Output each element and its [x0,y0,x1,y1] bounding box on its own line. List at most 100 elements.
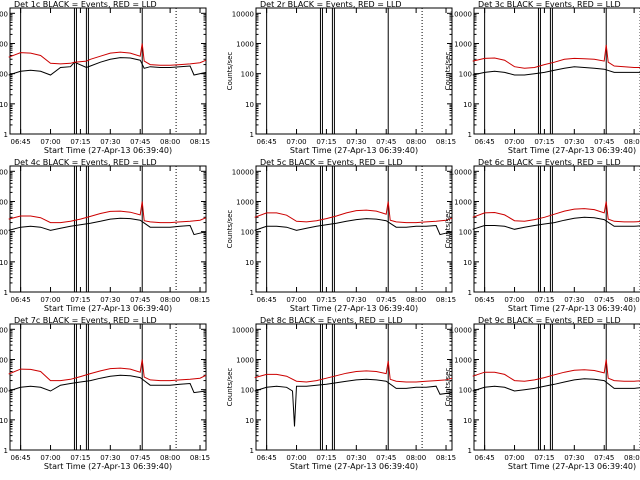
panel-title: Det 9c BLACK = Events, RED = LLD [478,316,621,325]
y-tick-label: 100 [0,71,8,79]
y-tick-label: 1 [250,131,254,139]
panel-title: Det 4c BLACK = Events, RED = LLD [14,158,157,167]
x-tick-label: 07:00 [504,296,524,304]
y-tick-label: 10000 [450,326,472,334]
x-tick-label: 08:15 [436,138,456,146]
y-tick-label: 1000 [236,356,254,364]
y-tick-label: 100 [241,387,254,395]
x-tick-label: 07:15 [70,454,90,462]
y-tick-label: 1 [468,289,472,297]
x-tick-label: 07:15 [316,296,336,304]
y-axis-label: Counts/sec [444,52,452,91]
x-tick-label: 07:00 [286,454,306,462]
plot-frame [9,7,207,135]
series-line-lld [472,359,640,382]
x-tick-label: 08:00 [624,454,640,462]
y-tick-label: 10000 [232,10,254,18]
x-tick-label: 07:45 [130,296,150,304]
x-tick-label: 07:45 [130,454,150,462]
panel-det-6: Det 6c BLACK = Events, RED = LLD 1 10 100 10… [444,158,640,313]
y-axis-label: Counts/sec [444,368,452,407]
series-line-events [254,218,453,236]
x-tick-label: 07:00 [504,138,524,146]
y-tick-label: 10 [463,101,472,109]
y-tick-label: 1000 [454,198,472,206]
x-axis-label: Start Time (27-Apr-13 06:39:40) [290,462,418,471]
x-tick-label: 07:30 [346,454,366,462]
x-tick-label: 07:00 [286,296,306,304]
series-line-events [8,57,207,76]
plot-frame [473,323,640,451]
series-line-events [254,378,453,427]
x-tick-label: 07:30 [564,296,584,304]
x-axis-label: Start Time (27-Apr-13 06:39:40) [508,146,636,155]
x-tick-label: 07:00 [504,454,524,462]
y-tick-label: 100 [459,229,472,237]
series-line-lld [472,201,640,223]
x-axis-label: Start Time (27-Apr-13 06:39:40) [290,304,418,313]
panel-title: Det 7c BLACK = Events, RED = LLD [14,316,157,325]
x-tick-label: 07:15 [534,296,554,304]
x-tick-label: 08:00 [160,138,180,146]
y-tick-label: 1 [250,289,254,297]
x-tick-label: 08:00 [160,454,180,462]
x-tick-label: 07:00 [40,138,60,146]
x-axis-label: Start Time (27-Apr-13 06:39:40) [508,304,636,313]
y-tick-label: 100 [459,71,472,79]
panel-title: Det 2r BLACK = Events, RED = LLD [260,0,402,9]
series-line-lld [8,201,207,224]
x-tick-label: 08:00 [160,296,180,304]
y-tick-label: 10 [245,417,254,425]
plot-frame [473,7,640,135]
x-tick-label: 08:00 [624,296,640,304]
x-tick-label: 06:45 [475,296,495,304]
x-tick-label: 07:15 [70,296,90,304]
y-tick-label: 1000 [454,356,472,364]
x-tick-label: 07:30 [346,296,366,304]
x-tick-label: 06:45 [11,138,31,146]
x-tick-label: 08:00 [406,296,426,304]
x-tick-label: 08:00 [624,138,640,146]
y-tick-label: 1 [468,447,472,455]
x-tick-label: 07:30 [100,138,120,146]
y-tick-label: 100 [0,387,8,395]
y-tick-label: 10000 [0,326,8,334]
y-tick-label: 1000 [454,40,472,48]
y-axis-label: Counts/sec [226,368,234,407]
x-tick-label: 07:45 [376,454,396,462]
x-axis-label: Start Time (27-Apr-13 06:39:40) [508,462,636,471]
panel-det-9: Det 9c BLACK = Events, RED = LLD 1 10 100 10… [444,316,640,471]
panel-title: Det 3c BLACK = Events, RED = LLD [478,0,621,9]
x-tick-label: 07:30 [100,296,120,304]
panel-det-1: Det 1c BLACK = Events, RED = LLD 1 10 100 10… [0,0,210,155]
y-tick-label: 10 [0,259,8,267]
x-tick-label: 06:45 [11,296,31,304]
x-tick-label: 07:45 [130,138,150,146]
panel-det-4: Det 4c BLACK = Events, RED = LLD 1 10 100 10… [0,158,210,313]
x-tick-label: 07:00 [286,138,306,146]
y-tick-label: 10000 [0,168,8,176]
x-tick-label: 07:30 [100,454,120,462]
plot-frame [9,323,207,451]
y-tick-label: 1000 [0,198,8,206]
y-tick-label: 1000 [0,40,8,48]
y-tick-label: 10 [0,101,8,109]
y-tick-label: 1 [4,447,8,455]
x-tick-label: 06:45 [475,454,495,462]
y-tick-label: 10000 [0,10,8,18]
x-tick-label: 06:45 [257,138,277,146]
y-axis-label: Counts/sec [226,210,234,249]
x-tick-label: 06:45 [11,454,31,462]
x-tick-label: 06:45 [257,454,277,462]
x-axis-label: Start Time (27-Apr-13 06:39:40) [290,146,418,155]
series-line-events [472,66,640,76]
panel-title: Det 6c BLACK = Events, RED = LLD [478,158,621,167]
y-tick-label: 1 [4,131,8,139]
x-axis-label: Start Time (27-Apr-13 06:39:40) [44,462,172,471]
x-tick-label: 06:45 [257,296,277,304]
y-tick-label: 1000 [236,198,254,206]
y-tick-label: 10 [463,259,472,267]
plot-frame [255,7,453,135]
x-tick-label: 07:15 [70,138,90,146]
panel-title: Det 8c BLACK = Events, RED = LLD [260,316,403,325]
